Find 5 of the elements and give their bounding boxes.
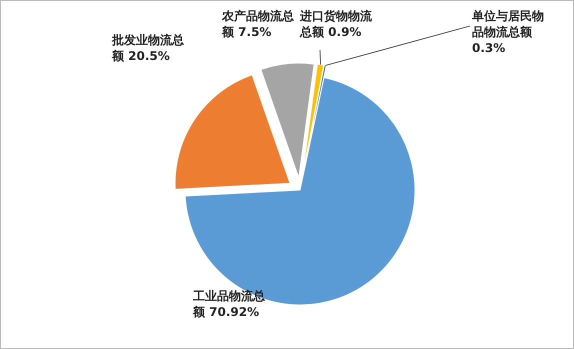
data-label: 0.3%: [472, 41, 506, 55]
slice-label: 批发业物流总额 20.5%: [111, 33, 185, 63]
slice-label: 单位与居民物品物流总额: [471, 9, 544, 39]
slice-label: 农产品物流总额 7.5%: [221, 9, 295, 39]
slice-label: 进口货物物流总额 0.9%: [299, 9, 373, 39]
